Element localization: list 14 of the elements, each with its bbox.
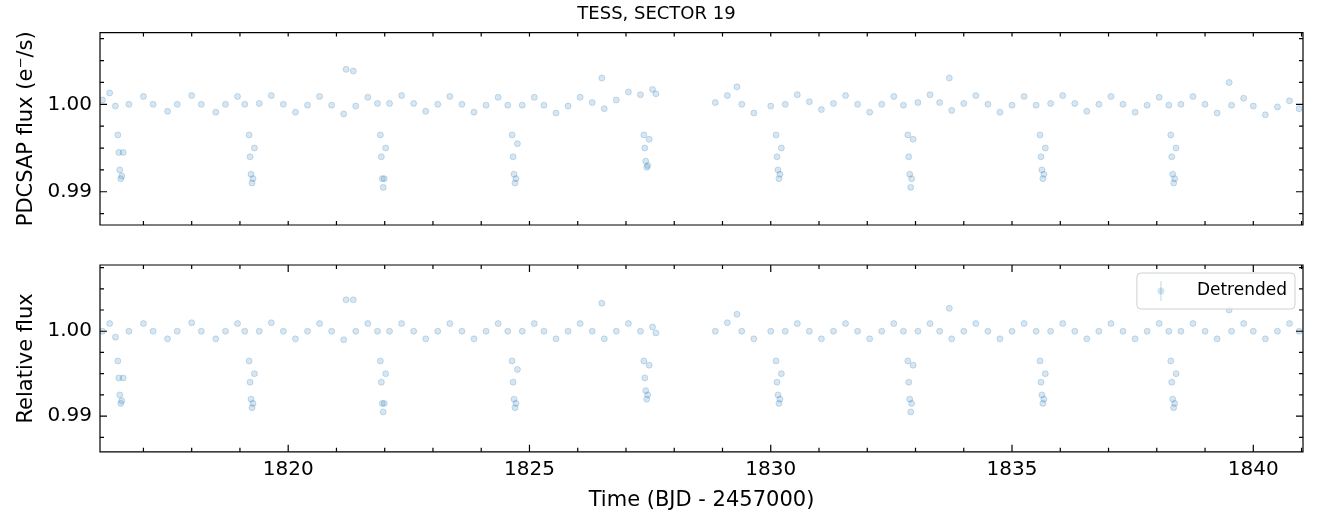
- x-tick-label: 1830: [745, 456, 797, 480]
- x-tick-label: 1820: [262, 456, 314, 480]
- y-axis-title: PDCSAP flux (e⁻/s): [13, 31, 38, 227]
- x-tick-label: 1840: [1227, 456, 1279, 480]
- x-tick-label: 1825: [504, 456, 555, 480]
- x-axis-title: Time (BJD - 2457000): [587, 486, 815, 511]
- chart-title: TESS, SECTOR 19: [576, 2, 736, 24]
- legend-label: Detrended: [1196, 279, 1287, 300]
- y-tick-label: 1.00: [47, 317, 92, 342]
- y-tick-label: 0.99: [47, 177, 92, 202]
- y-tick-label: 1.00: [47, 90, 92, 115]
- x-tick-label: 1835: [986, 456, 1038, 480]
- y-tick-label: 0.99: [47, 402, 92, 427]
- y-axis-title: Relative flux: [13, 293, 38, 424]
